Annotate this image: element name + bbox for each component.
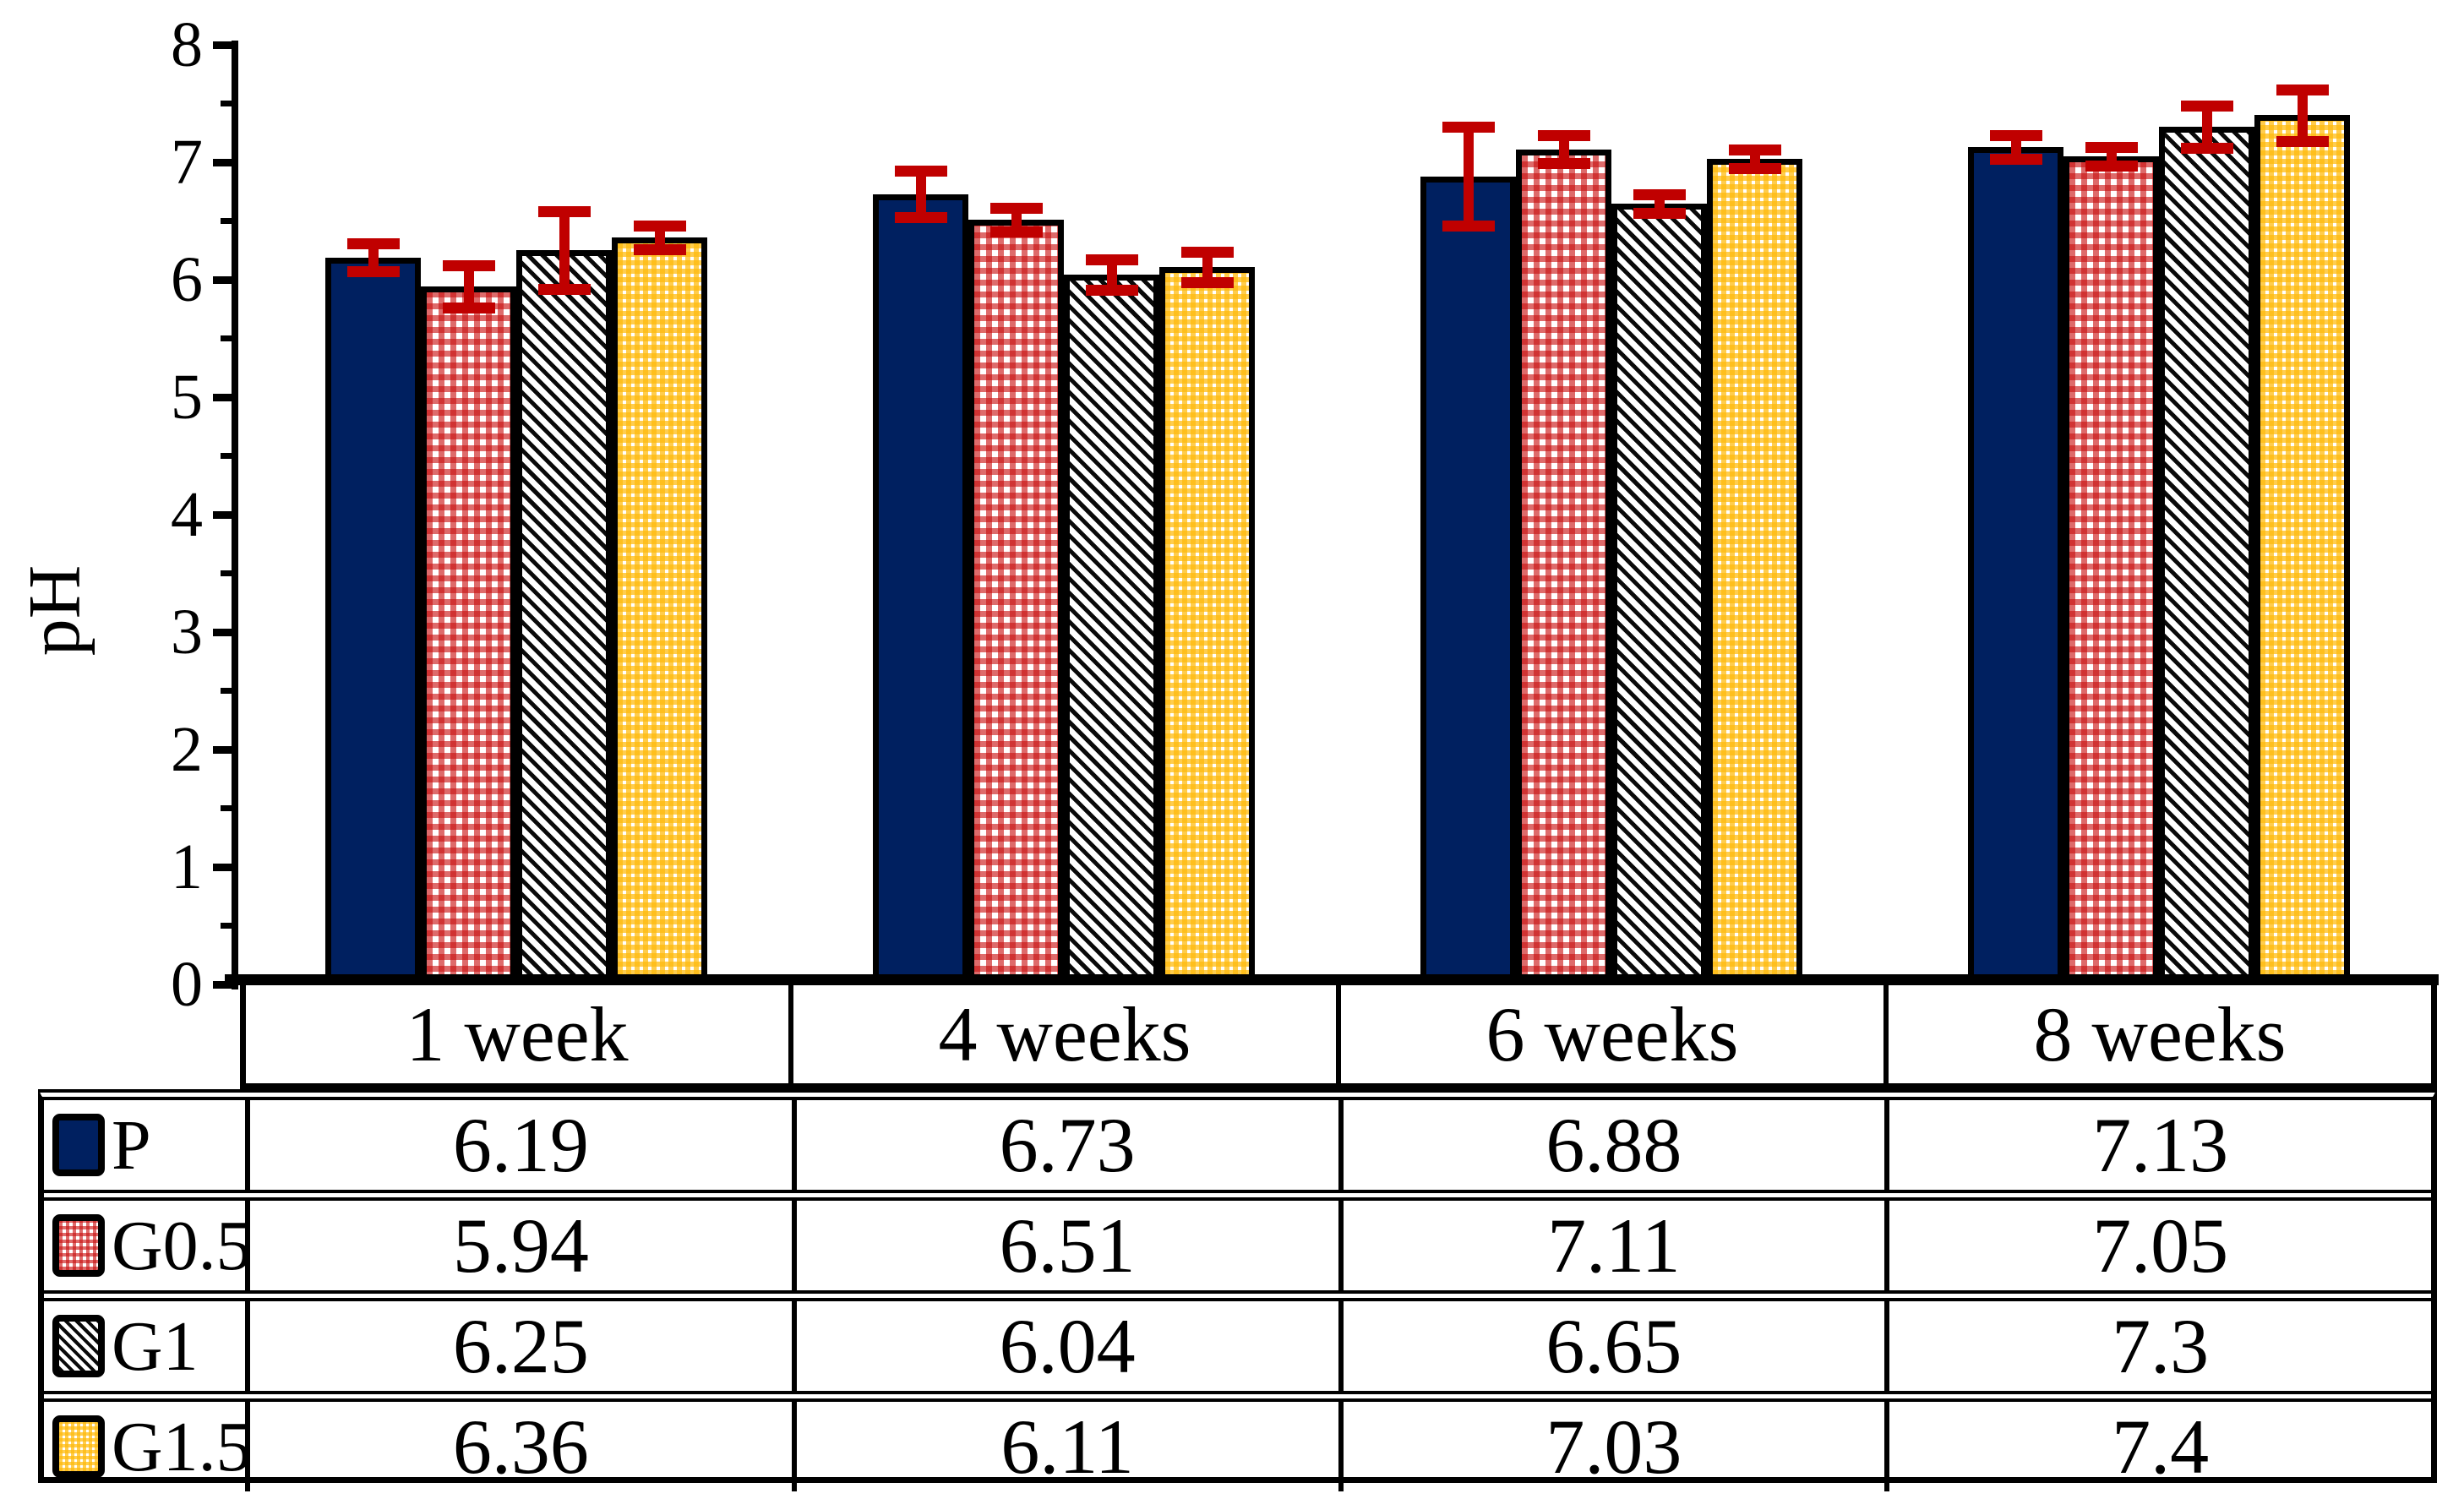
errorbar-P-6-weeks [1442,122,1495,232]
y-minor-tick-2.5 [221,688,237,694]
y-tick-label-4: 4 [171,479,203,550]
y-tick-label-5: 5 [171,362,203,433]
value-cell-G1-8-weeks: 7.3 [1884,1301,2431,1391]
y-major-tick-6 [213,275,237,284]
bar-G0.5-4-weeks [968,220,1064,989]
bar-G0.5-8-weeks [2063,156,2159,989]
bar-G1.5-8-weeks [2254,115,2350,989]
y-minor-tick-0.5 [221,923,237,929]
y-tick-label-1: 1 [171,831,203,902]
value-cell-P-4-weeks: 6.73 [791,1100,1338,1190]
y-minor-tick-5.5 [221,335,237,341]
y-minor-tick-4.5 [221,453,237,459]
y-tick-label-6: 6 [171,244,203,315]
legend-cell-G1: G1 [44,1301,245,1391]
value-cell-G1.5-1-week: 6.36 [245,1402,792,1491]
column-header-6-weeks: 6 weeks [1336,984,1883,1083]
y-tick-label-8: 8 [171,9,203,80]
errorbar-G1.5-1-week [633,221,686,255]
y-major-tick-2 [213,745,237,754]
y-major-tick-8 [213,41,237,49]
legend-label-P: P [112,1105,151,1185]
value-cell-P-6-weeks: 6.88 [1338,1100,1885,1190]
errorbar-G0.5-6-weeks [1537,130,1590,170]
bar-P-6-weeks [1420,176,1516,989]
bar-G1.5-4-weeks [1159,266,1255,989]
table-row-G0.5: G0.5 5.94 6.51 7.11 7.05 [44,1190,2431,1290]
bar-P-8-weeks [1968,146,2063,989]
value-cell-G1.5-8-weeks: 7.4 [1884,1402,2431,1491]
legend-cell-G0.5: G0.5 [44,1201,252,1290]
legend-cell-P: P [44,1100,245,1190]
y-minor-tick-6.5 [221,218,237,224]
errorbar-P-8-weeks [1989,130,2042,165]
errorbar-G0.5-4-weeks [989,203,1043,237]
table-row-G1.5: G1.5 6.36 6.11 7.03 7.4 [44,1391,2431,1491]
bar-G1-4-weeks [1064,275,1159,989]
y-major-tick-1 [213,863,237,871]
y-tick-label-0: 0 [171,949,203,1020]
value-cell-G0.5-1-week: 5.94 [245,1201,792,1290]
value-cell-G0.5-4-weeks: 6.51 [791,1201,1338,1290]
value-cell-P-1-week: 6.19 [245,1100,792,1190]
legend-swatch-G1-icon [52,1315,105,1377]
y-tick-label-2: 2 [171,714,203,785]
value-cell-G1-4-weeks: 6.04 [791,1301,1338,1391]
errorbar-P-4-weeks [894,165,947,224]
errorbar-P-1-week [346,237,400,278]
legend-swatch-G0.5-icon [52,1214,105,1277]
column-header-4-weeks: 4 weeks [788,984,1336,1083]
x-axis-line [225,974,2439,985]
value-cell-G1.5-6-weeks: 7.03 [1338,1402,1885,1491]
category-header-row: 1 week 4 weeks 6 weeks 8 weeks [240,984,2437,1089]
legend-cell-G1.5: G1.5 [44,1402,252,1491]
value-cell-G1.5-4-weeks: 6.11 [791,1402,1338,1491]
y-tick-label-7: 7 [171,127,203,198]
bar-G0.5-6-weeks [1516,149,1611,989]
data-table: P 6.19 6.73 6.88 7.13 G0.5 5.94 6.51 7.11 7.05 G1 6… [38,1089,2437,1491]
y-tick-label-3: 3 [171,597,203,668]
legend-swatch-P-icon [52,1114,105,1176]
errorbar-G0.5-1-week [442,260,495,314]
value-cell-P-8-weeks: 7.13 [1884,1100,2431,1190]
bar-P-1-week [325,257,421,989]
y-minor-tick-7.5 [221,101,237,106]
y-major-tick-3 [213,628,237,636]
legend-label-G1: G1 [112,1306,199,1386]
legend-swatch-G1.5-icon [52,1415,105,1478]
bar-G1.5-6-weeks [1707,158,1802,989]
bar-G1-6-weeks [1611,203,1707,989]
y-major-tick-4 [213,510,237,519]
table-row-G1: G1 6.25 6.04 6.65 7.3 [44,1290,2431,1391]
bar-P-4-weeks [873,194,968,989]
y-minor-tick-3.5 [221,570,237,576]
y-major-tick-7 [213,158,237,166]
column-header-1-week: 1 week [406,990,629,1077]
errorbar-G0.5-8-weeks [2085,141,2138,172]
y-major-tick-5 [213,393,237,401]
legend-label-G0.5: G0.5 [112,1206,252,1285]
errorbar-G1-6-weeks [1633,188,1686,219]
errorbar-G1-1-week [537,206,591,296]
y-axis-title: pH [14,564,96,657]
value-cell-G0.5-8-weeks: 7.05 [1884,1201,2431,1290]
bar-G1.5-1-week [612,237,707,989]
errorbar-G1.5-8-weeks [2276,84,2329,147]
errorbar-G1.5-6-weeks [1728,144,1781,174]
bar-G1-1-week [516,250,612,989]
y-minor-tick-1.5 [221,805,237,811]
value-cell-G1-1-week: 6.25 [245,1301,792,1391]
bar-G1-8-weeks [2159,127,2254,989]
legend-label-G1.5: G1.5 [112,1407,252,1486]
column-header-8-weeks: 8 weeks [1883,984,2431,1083]
errorbar-G1-4-weeks [1085,254,1138,297]
value-cell-G1-6-weeks: 6.65 [1338,1301,1885,1391]
errorbar-G1.5-4-weeks [1180,246,1234,288]
value-cell-G0.5-6-weeks: 7.11 [1338,1201,1885,1290]
errorbar-G1-8-weeks [2180,101,2233,155]
table-row-P: P 6.19 6.73 6.88 7.13 [44,1100,2431,1190]
bar-G0.5-1-week [421,286,516,989]
